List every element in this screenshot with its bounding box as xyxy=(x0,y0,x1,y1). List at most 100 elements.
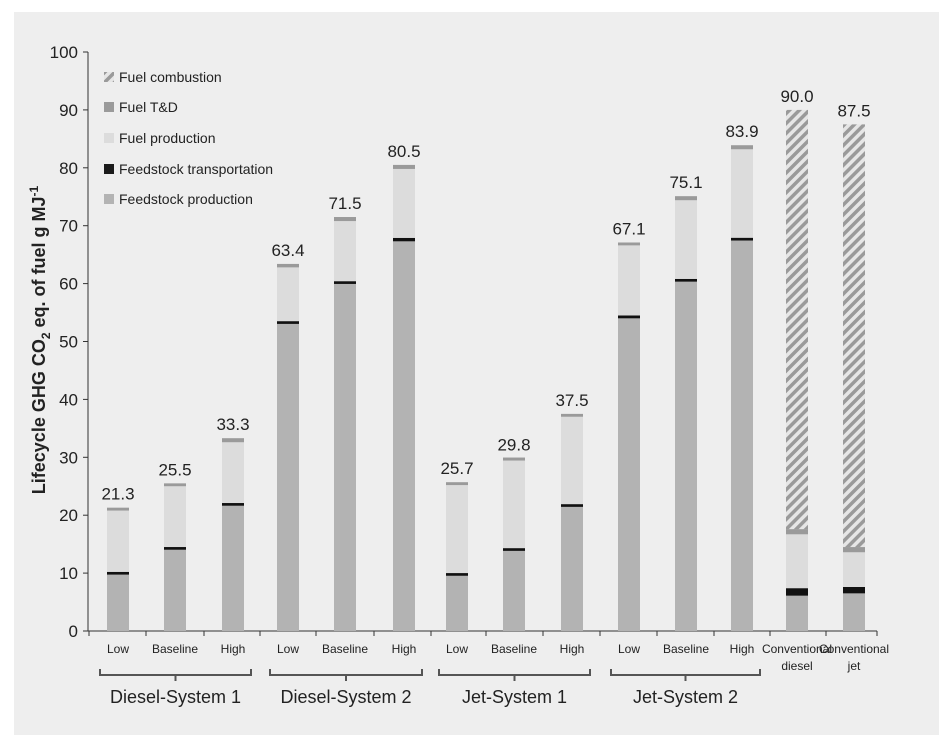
x-category-label: jet xyxy=(847,659,861,673)
labels: 21.3 Low 25.5 Baseline 33.3 High 63.4 Low 71.5 Ba… xyxy=(99,87,889,707)
bar-total-label: 75.1 xyxy=(669,173,702,192)
x-category-label: Conventional xyxy=(819,642,889,656)
legend-swatch xyxy=(104,133,114,143)
fuel-production-segment xyxy=(843,552,865,587)
chart-background: 0 10 20 30 40 50 60 70 80 90 100 21.3 Low 25.5 Baseli… xyxy=(14,12,939,735)
x-category-label: Baseline xyxy=(491,642,537,656)
y-tick-label: 70 xyxy=(59,217,78,236)
x-category-label: High xyxy=(560,642,585,656)
legend-swatch xyxy=(104,102,114,112)
y-tick-label: 100 xyxy=(50,43,78,62)
group-label: Jet-System 1 xyxy=(462,687,567,707)
y-tick-label: 0 xyxy=(69,622,78,641)
fuel-production-segment xyxy=(393,168,415,238)
y-axis-title-superscript: -1 xyxy=(27,185,41,196)
y-tick-label: 40 xyxy=(59,390,78,409)
bar-total-label: 87.5 xyxy=(837,101,870,120)
bars xyxy=(107,109,865,632)
x-category-label: diesel xyxy=(781,659,812,673)
fuel-td-segment xyxy=(843,547,865,553)
stacked-bar-chart: 0 10 20 30 40 50 60 70 80 90 100 21.3 Low 25.5 Baseli… xyxy=(27,43,889,707)
feedstock-transportation-segment xyxy=(618,315,640,319)
y-tick-label: 60 xyxy=(59,275,78,294)
bar-total-label: 71.5 xyxy=(328,194,361,213)
feedstock-transportation-segment xyxy=(675,278,697,282)
fuel-td-segment xyxy=(731,145,753,150)
legend-swatch xyxy=(104,194,114,204)
x-category-label: Conventional xyxy=(762,642,832,656)
axes: 0 10 20 30 40 50 60 70 80 90 100 xyxy=(50,43,878,641)
feedstock-transportation-segment xyxy=(503,547,525,551)
fuel-td-segment xyxy=(277,263,299,268)
feedstock-production-segment xyxy=(277,323,299,631)
fuel-production-segment xyxy=(222,442,244,504)
fuel-combustion-segment xyxy=(843,124,865,548)
fuel-td-segment xyxy=(164,483,186,487)
fuel-production-segment xyxy=(503,459,525,549)
feedstock-transportation-segment xyxy=(107,571,129,575)
fuel-production-segment xyxy=(334,221,356,282)
y-tick-label: 10 xyxy=(59,564,78,583)
fuel-td-segment xyxy=(786,529,808,535)
y-tick-label: 90 xyxy=(59,101,78,120)
bar-total-label: 37.5 xyxy=(555,391,588,410)
group-label: Jet-System 2 xyxy=(633,687,738,707)
feedstock-transportation-segment xyxy=(164,546,186,550)
legend-swatch xyxy=(104,164,114,174)
fuel-production-segment xyxy=(675,200,697,279)
fuel-td-segment xyxy=(561,413,583,417)
group-bracket xyxy=(99,669,252,681)
fuel-production-segment xyxy=(164,486,186,548)
feedstock-transportation-segment xyxy=(446,572,468,576)
legend: Fuel combustion Fuel T&D Fuel production Fe… xyxy=(104,69,273,207)
x-category-label: High xyxy=(221,642,246,656)
x-category-label: Low xyxy=(618,642,640,656)
feedstock-transportation-segment xyxy=(561,503,583,507)
bar-total-label: 25.7 xyxy=(440,459,473,478)
feedstock-production-segment xyxy=(222,505,244,631)
bar-total-label: 90.0 xyxy=(780,87,813,106)
fuel-production-segment xyxy=(107,510,129,572)
feedstock-production-segment xyxy=(618,318,640,631)
feedstock-production-segment xyxy=(731,240,753,632)
bar-total-label: 33.3 xyxy=(216,415,249,434)
group-bracket xyxy=(438,669,591,681)
fuel-td-segment xyxy=(334,217,356,222)
feedstock-production-segment xyxy=(334,283,356,631)
legend-label: Feedstock transportation xyxy=(119,161,273,177)
bar-total-label: 80.5 xyxy=(387,142,420,161)
fuel-production-segment xyxy=(731,149,753,238)
feedstock-transportation-segment xyxy=(786,588,808,596)
y-axis-title: Lifecycle GHG CO2 eq. of fuel g MJ-1 xyxy=(27,185,53,494)
fuel-production-segment xyxy=(786,534,808,589)
group-bracket xyxy=(610,669,761,681)
feedstock-production-segment xyxy=(164,549,186,631)
y-tick-label: 30 xyxy=(59,448,78,467)
fuel-production-segment xyxy=(618,245,640,316)
bar-total-label: 67.1 xyxy=(612,219,645,238)
y-axis-title-part: Lifecycle GHG CO xyxy=(29,339,49,494)
feedstock-production-segment xyxy=(503,550,525,631)
group-label: Diesel-System 1 xyxy=(110,687,241,707)
fuel-td-segment xyxy=(618,242,640,246)
fuel-td-segment xyxy=(503,457,525,461)
legend-swatch xyxy=(104,72,114,82)
x-category-label: High xyxy=(392,642,417,656)
y-axis-title-subscript: 2 xyxy=(39,332,53,339)
feedstock-production-segment xyxy=(561,506,583,631)
bar-total-label: 21.3 xyxy=(101,485,134,504)
group-label: Diesel-System 2 xyxy=(280,687,411,707)
x-category-label: Low xyxy=(107,642,129,656)
y-axis-title-text: Lifecycle GHG CO2 eq. of fuel g MJ-1 xyxy=(27,185,53,494)
feedstock-production-segment xyxy=(393,241,415,631)
feedstock-production-segment xyxy=(675,281,697,631)
y-tick-label: 20 xyxy=(59,506,78,525)
bar-total-label: 29.8 xyxy=(497,435,530,454)
feedstock-production-segment xyxy=(786,595,808,631)
feedstock-production-segment xyxy=(843,593,865,631)
bar-total-label: 83.9 xyxy=(725,122,758,141)
x-category-label: Low xyxy=(277,642,299,656)
feedstock-transportation-segment xyxy=(222,502,244,506)
feedstock-transportation-segment xyxy=(843,586,865,594)
y-tick-label: 50 xyxy=(59,333,78,352)
